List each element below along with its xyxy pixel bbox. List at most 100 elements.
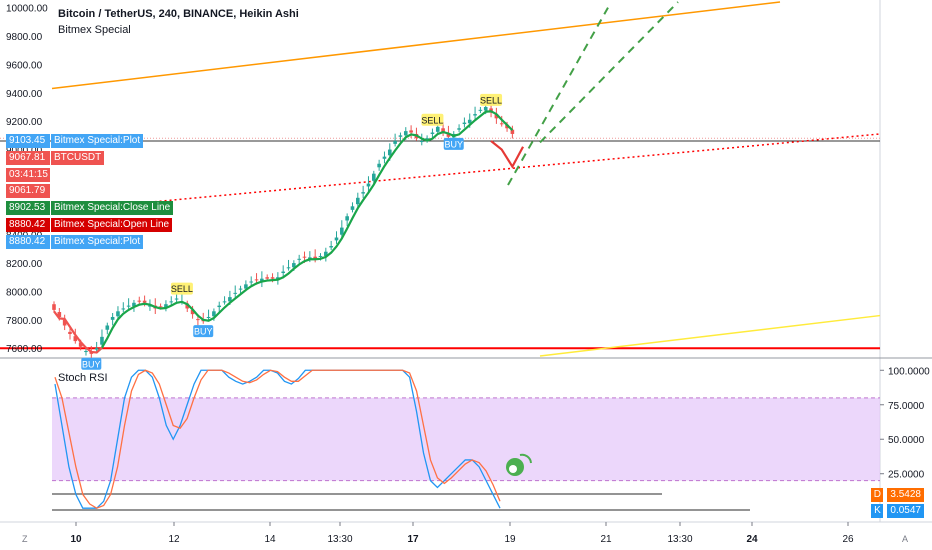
candle-body bbox=[324, 251, 328, 256]
signal-label: BUY bbox=[82, 359, 101, 369]
y-tick-label: 9400.00 bbox=[6, 89, 43, 100]
y-tick-label: 9200.00 bbox=[6, 117, 43, 128]
x-tick-label: 13:30 bbox=[327, 534, 352, 545]
candle-body bbox=[126, 305, 131, 307]
stoch-axis[interactable]: 100.0000 75.0000 50.0000 25.0000 bbox=[880, 366, 930, 481]
candle-body bbox=[441, 128, 445, 133]
candle-body bbox=[286, 267, 291, 269]
signal-label: SELL bbox=[171, 284, 193, 294]
candle-body bbox=[478, 109, 483, 111]
stoch-title: Stoch RSI bbox=[58, 372, 108, 384]
candle-body bbox=[132, 302, 136, 307]
candle-body bbox=[148, 305, 152, 307]
candle-body bbox=[169, 301, 174, 303]
candle-body bbox=[190, 309, 195, 315]
candle-body bbox=[73, 336, 78, 342]
x-tick-label: 26 bbox=[842, 534, 854, 545]
signal-label: SELL bbox=[480, 95, 502, 105]
candle-body bbox=[116, 311, 120, 317]
candle-body bbox=[361, 192, 365, 194]
indicator-lines bbox=[53, 110, 525, 354]
x-tick-label: 21 bbox=[600, 534, 612, 545]
buy-signal bbox=[443, 137, 464, 150]
candle-body bbox=[100, 336, 104, 345]
signal-label: SELL bbox=[421, 115, 443, 125]
price-label: 03:41:15 bbox=[6, 168, 50, 182]
y-tick-label: 9800.00 bbox=[6, 32, 43, 43]
candle-body bbox=[281, 271, 285, 273]
x-tick-label: 12 bbox=[168, 534, 180, 545]
series-name-label: Bitmex Special:Plot bbox=[51, 134, 144, 148]
candle-body bbox=[435, 126, 440, 132]
candle-body bbox=[393, 141, 397, 144]
candle-body bbox=[206, 316, 211, 318]
time-axis[interactable]: 10 12 14 13:30 17 19 21 13:30 24 26 bbox=[70, 522, 854, 545]
candle-body bbox=[398, 135, 403, 137]
indicator-title: Bitmex Special bbox=[58, 24, 131, 36]
auto-scale-button[interactable]: A bbox=[902, 534, 909, 544]
candle-body bbox=[382, 156, 387, 159]
candle-body bbox=[425, 138, 429, 140]
yellow-trend-line bbox=[539, 314, 881, 357]
x-tick-label: 14 bbox=[264, 534, 276, 545]
candle-body bbox=[366, 183, 371, 187]
candle-body bbox=[222, 301, 227, 303]
buy-signal bbox=[193, 325, 214, 338]
candle-body bbox=[62, 319, 67, 326]
candle-body bbox=[233, 292, 238, 294]
candle-body bbox=[345, 216, 349, 221]
candle-body bbox=[78, 342, 83, 347]
candle-body bbox=[238, 288, 243, 290]
candle-body bbox=[110, 316, 115, 320]
overbought-oversold-band bbox=[52, 397, 880, 481]
candle-body bbox=[350, 206, 355, 210]
stoch-badge-k: K 0.0547 bbox=[871, 504, 924, 518]
candle-body bbox=[377, 163, 381, 168]
candle-body bbox=[105, 325, 110, 330]
candle-body bbox=[313, 256, 317, 259]
candle-body bbox=[265, 277, 269, 279]
price-label: 9061.79 bbox=[6, 184, 50, 198]
weibo-icon-eye bbox=[509, 465, 517, 473]
stoch-badge-value: 3.5428 bbox=[890, 489, 921, 500]
candle-body bbox=[430, 132, 435, 134]
open-line bbox=[53, 310, 103, 354]
candle-body bbox=[446, 133, 451, 137]
stoch-tick-label: 100.0000 bbox=[888, 366, 930, 377]
y-tick-label: 9600.00 bbox=[6, 60, 43, 71]
candle-body bbox=[142, 300, 147, 303]
candle-body bbox=[467, 119, 472, 124]
candle-body bbox=[68, 331, 72, 335]
sell-signal bbox=[170, 282, 193, 295]
stoch-tick-label: 25.0000 bbox=[888, 470, 925, 481]
candle-body bbox=[356, 197, 360, 205]
timezone-button[interactable]: Z bbox=[22, 534, 28, 544]
candle-body bbox=[270, 277, 275, 279]
signal-markers: SELL BUY SELL BUY SELL BUY bbox=[81, 93, 503, 370]
candle-body bbox=[318, 255, 323, 257]
sell-signal bbox=[421, 113, 444, 126]
candle-body bbox=[52, 304, 56, 310]
price-label: 9067.81 bbox=[6, 151, 50, 165]
signal-label: BUY bbox=[194, 327, 213, 337]
candle-body bbox=[457, 128, 461, 130]
stoch-badge-key: D bbox=[871, 488, 884, 502]
candle-body bbox=[409, 130, 413, 133]
y-tick-label: 10000.00 bbox=[6, 4, 48, 15]
open-line-end bbox=[490, 140, 525, 169]
series-name-label: BTCUSDT bbox=[51, 151, 105, 165]
stoch-d-line bbox=[54, 369, 501, 509]
price-label: 9103.45 bbox=[6, 134, 50, 148]
x-tick-label: 10 bbox=[70, 534, 82, 545]
red-dotted-trend-line bbox=[59, 133, 881, 212]
x-tick-label: 19 bbox=[504, 534, 516, 545]
stoch-badge-d: D 3.5428 bbox=[871, 488, 924, 502]
sell-signal bbox=[480, 93, 503, 106]
stoch-badge-key: K bbox=[871, 504, 884, 518]
orange-trend-line bbox=[51, 1, 781, 90]
weibo-icon-wave bbox=[519, 453, 532, 464]
y-tick-label: 7800.00 bbox=[6, 316, 43, 327]
candle-body bbox=[340, 227, 344, 235]
projection-line bbox=[507, 7, 609, 186]
